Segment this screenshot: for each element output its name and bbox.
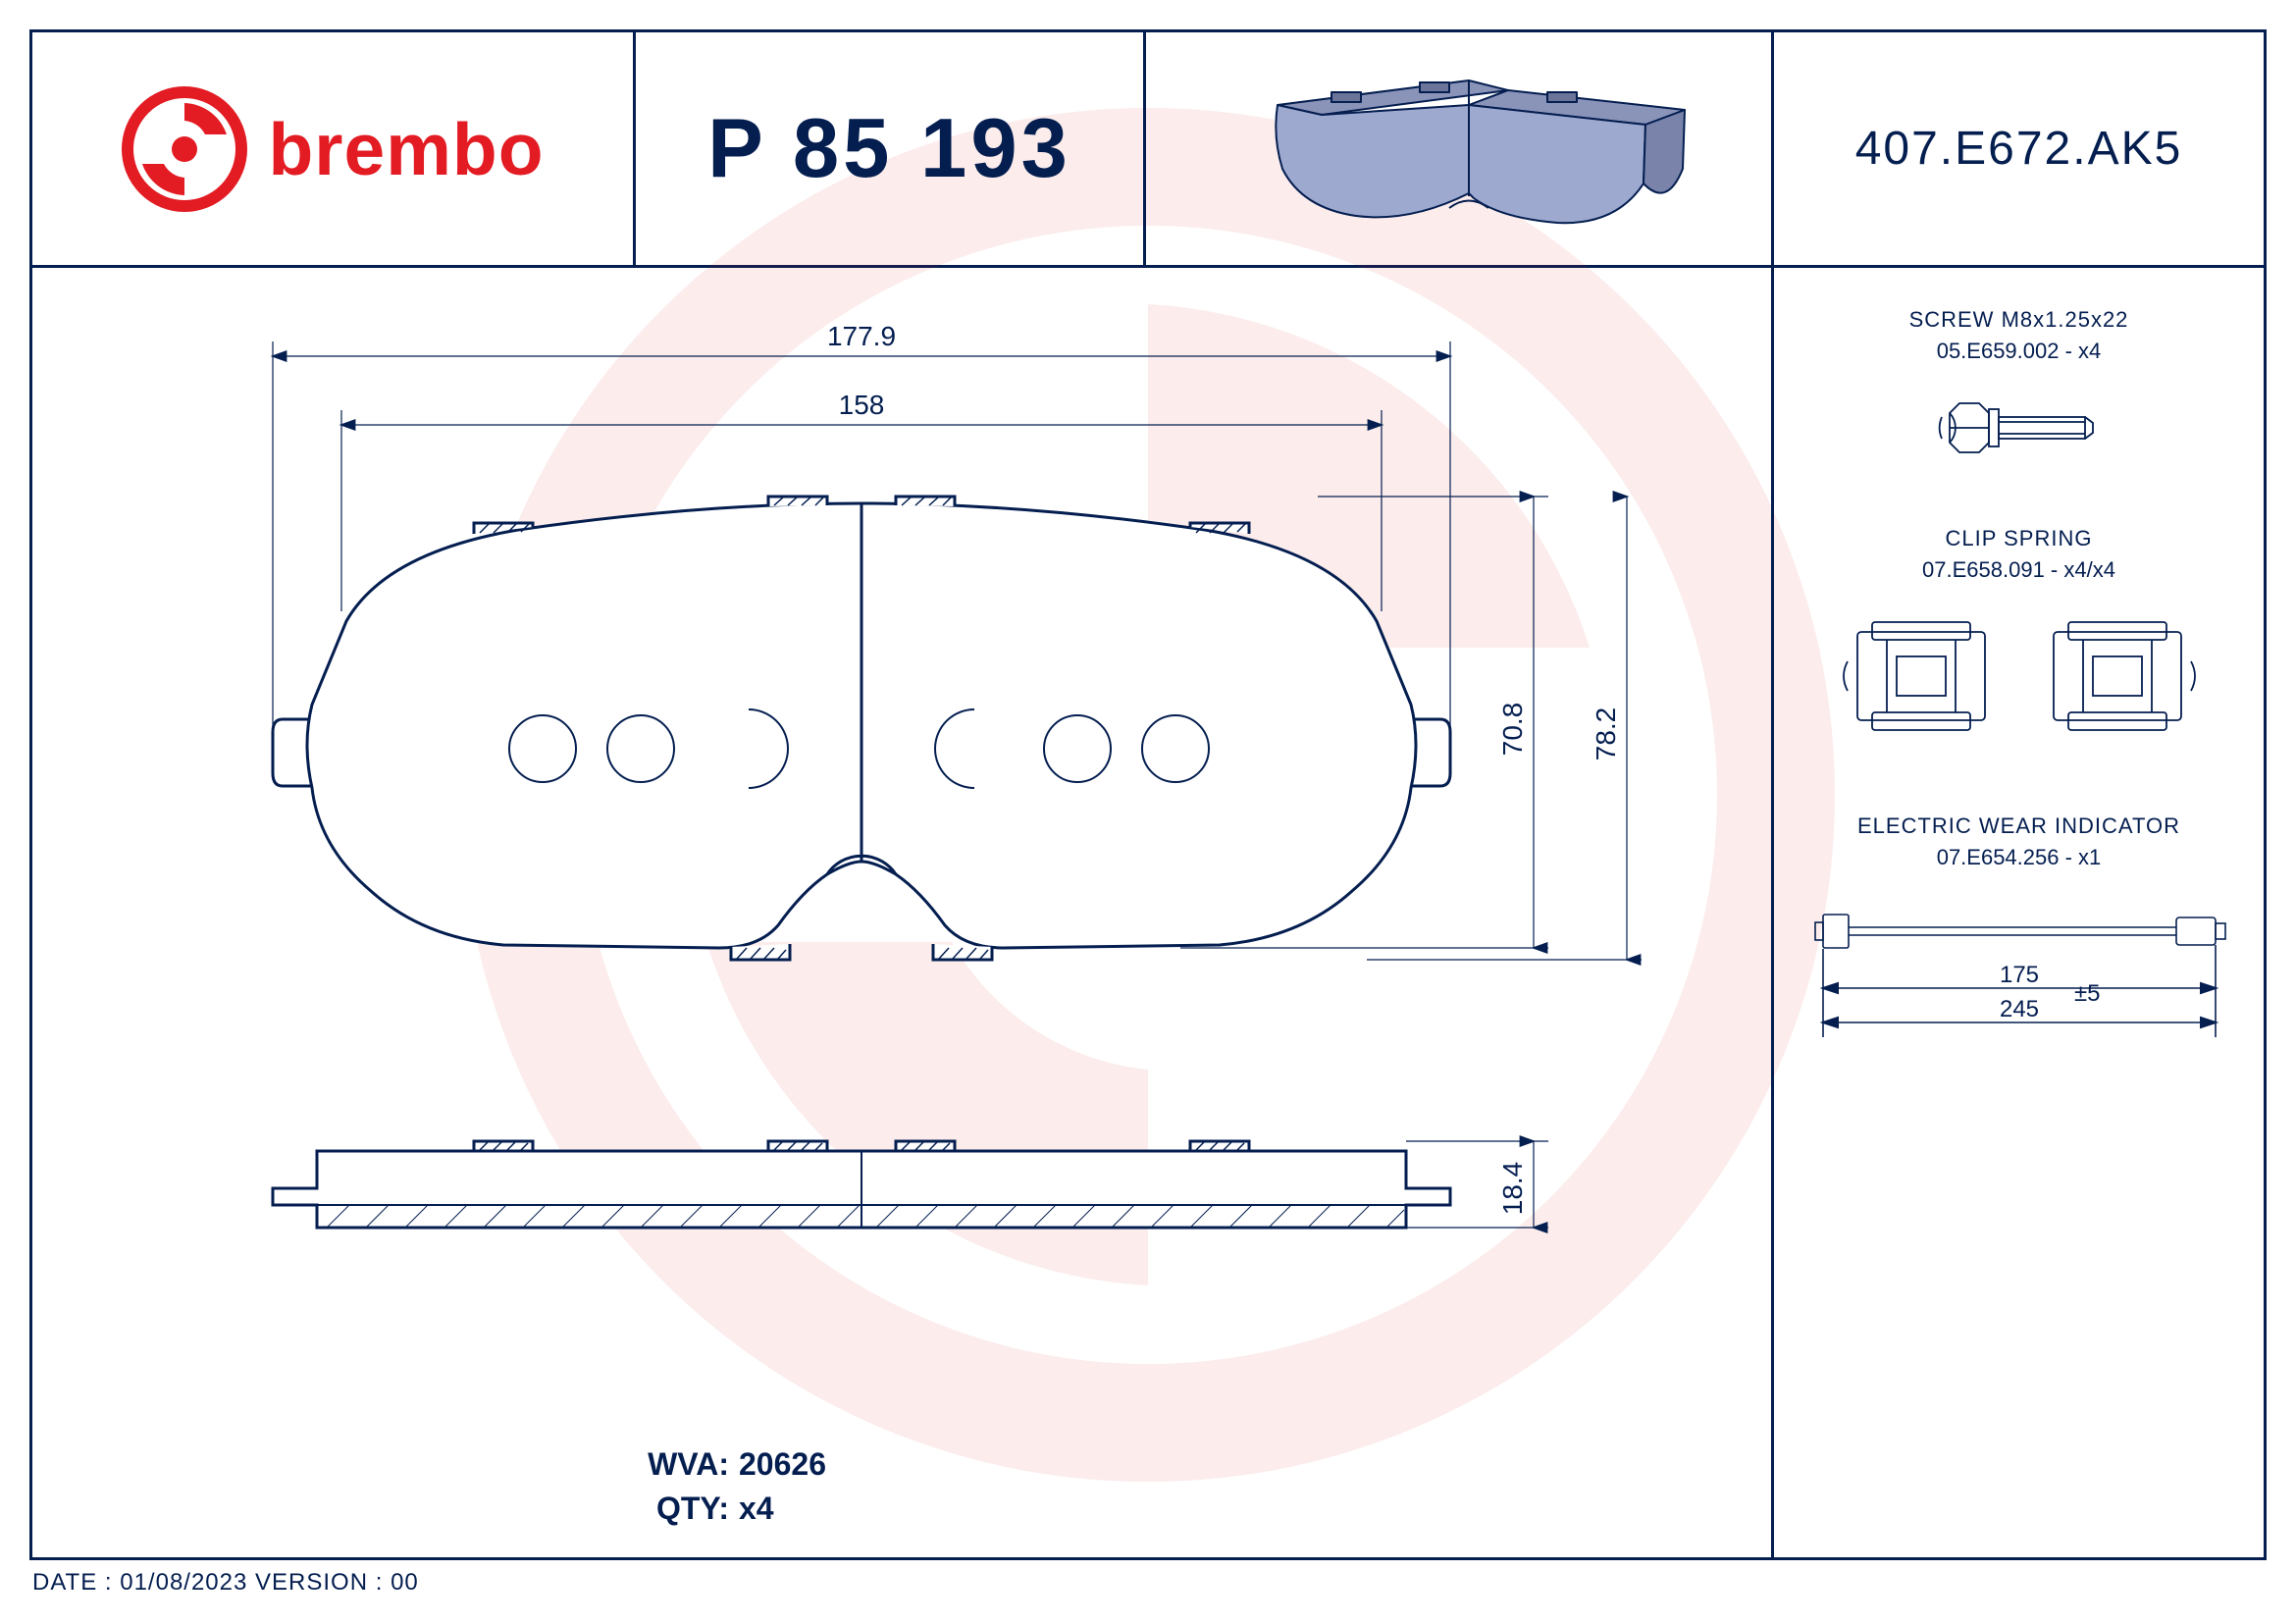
indicator-dim1: 175 (1999, 962, 2038, 988)
dim-thickness: 18.4 (1497, 1162, 1528, 1216)
indicator-dim2: 245 (1999, 996, 2038, 1022)
header-row: brembo P 85 193 (32, 32, 2264, 268)
indicator-drawing: 175 245 ±5 (1803, 890, 2235, 1076)
dim-height-inner: 70.8 (1497, 703, 1528, 757)
clip-item: CLIP SPRING 07.E658.091 - x4/x4 (1813, 526, 2225, 764)
footer: DATE : 01/08/2023 VERSION : 00 (32, 1569, 419, 1597)
main-drawing-panel: 177.9 158 (32, 268, 1774, 1560)
body-row: 177.9 158 (32, 268, 2264, 1560)
drawing-sheet: brembo P 85 193 (29, 29, 2267, 1560)
brake-pad-isometric (1184, 51, 1734, 247)
part-number-cell: P 85 193 (636, 32, 1146, 265)
indicator-tol: ±5 (2074, 980, 2101, 1007)
screw-item: SCREW M8x1.25x22 05.E659.002 - x4 (1909, 307, 2129, 477)
screw-drawing (1920, 384, 2116, 472)
footer-version-value: 00 (391, 1569, 419, 1596)
meta-block: WVA: 20626 QTY: x4 (641, 1442, 826, 1531)
wva-label: WVA: (641, 1442, 729, 1487)
wva-value: 20626 (739, 1442, 826, 1487)
qty-value: x4 (739, 1487, 774, 1531)
clip-drawing (1813, 602, 2225, 760)
footer-version-label: VERSION : (255, 1569, 383, 1596)
dim-height-outer: 78.2 (1591, 707, 1621, 761)
indicator-title: ELECTRIC WEAR INDICATOR (1803, 813, 2235, 839)
brand-name: brembo (268, 107, 544, 191)
part-number: P 85 193 (707, 101, 1071, 197)
reference-cell: 407.E672.AK5 (1774, 32, 2264, 265)
technical-drawing: 177.9 158 (32, 268, 1774, 1560)
clip-sub: 07.E658.091 - x4/x4 (1813, 557, 2225, 583)
indicator-sub: 07.E654.256 - x1 (1803, 845, 2235, 870)
brembo-logo-icon (121, 85, 248, 213)
dim-inner-width: 158 (839, 390, 885, 420)
isometric-cell (1146, 32, 1774, 265)
screw-title: SCREW M8x1.25x22 (1909, 307, 2129, 333)
screw-sub: 05.E659.002 - x4 (1909, 339, 2129, 364)
side-panel: SCREW M8x1.25x22 05.E659.002 - x4 (1774, 268, 2264, 1560)
footer-date-value: 01/08/2023 (120, 1569, 247, 1596)
dim-overall-width: 177.9 (827, 321, 896, 351)
qty-label: QTY: (641, 1487, 729, 1531)
indicator-item: ELECTRIC WEAR INDICATOR 07.E654.256 - x1 (1803, 813, 2235, 1081)
logo-cell: brembo (32, 32, 636, 265)
reference-number: 407.E672.AK5 (1855, 122, 2183, 176)
footer-date-label: DATE : (32, 1569, 113, 1596)
clip-title: CLIP SPRING (1813, 526, 2225, 551)
